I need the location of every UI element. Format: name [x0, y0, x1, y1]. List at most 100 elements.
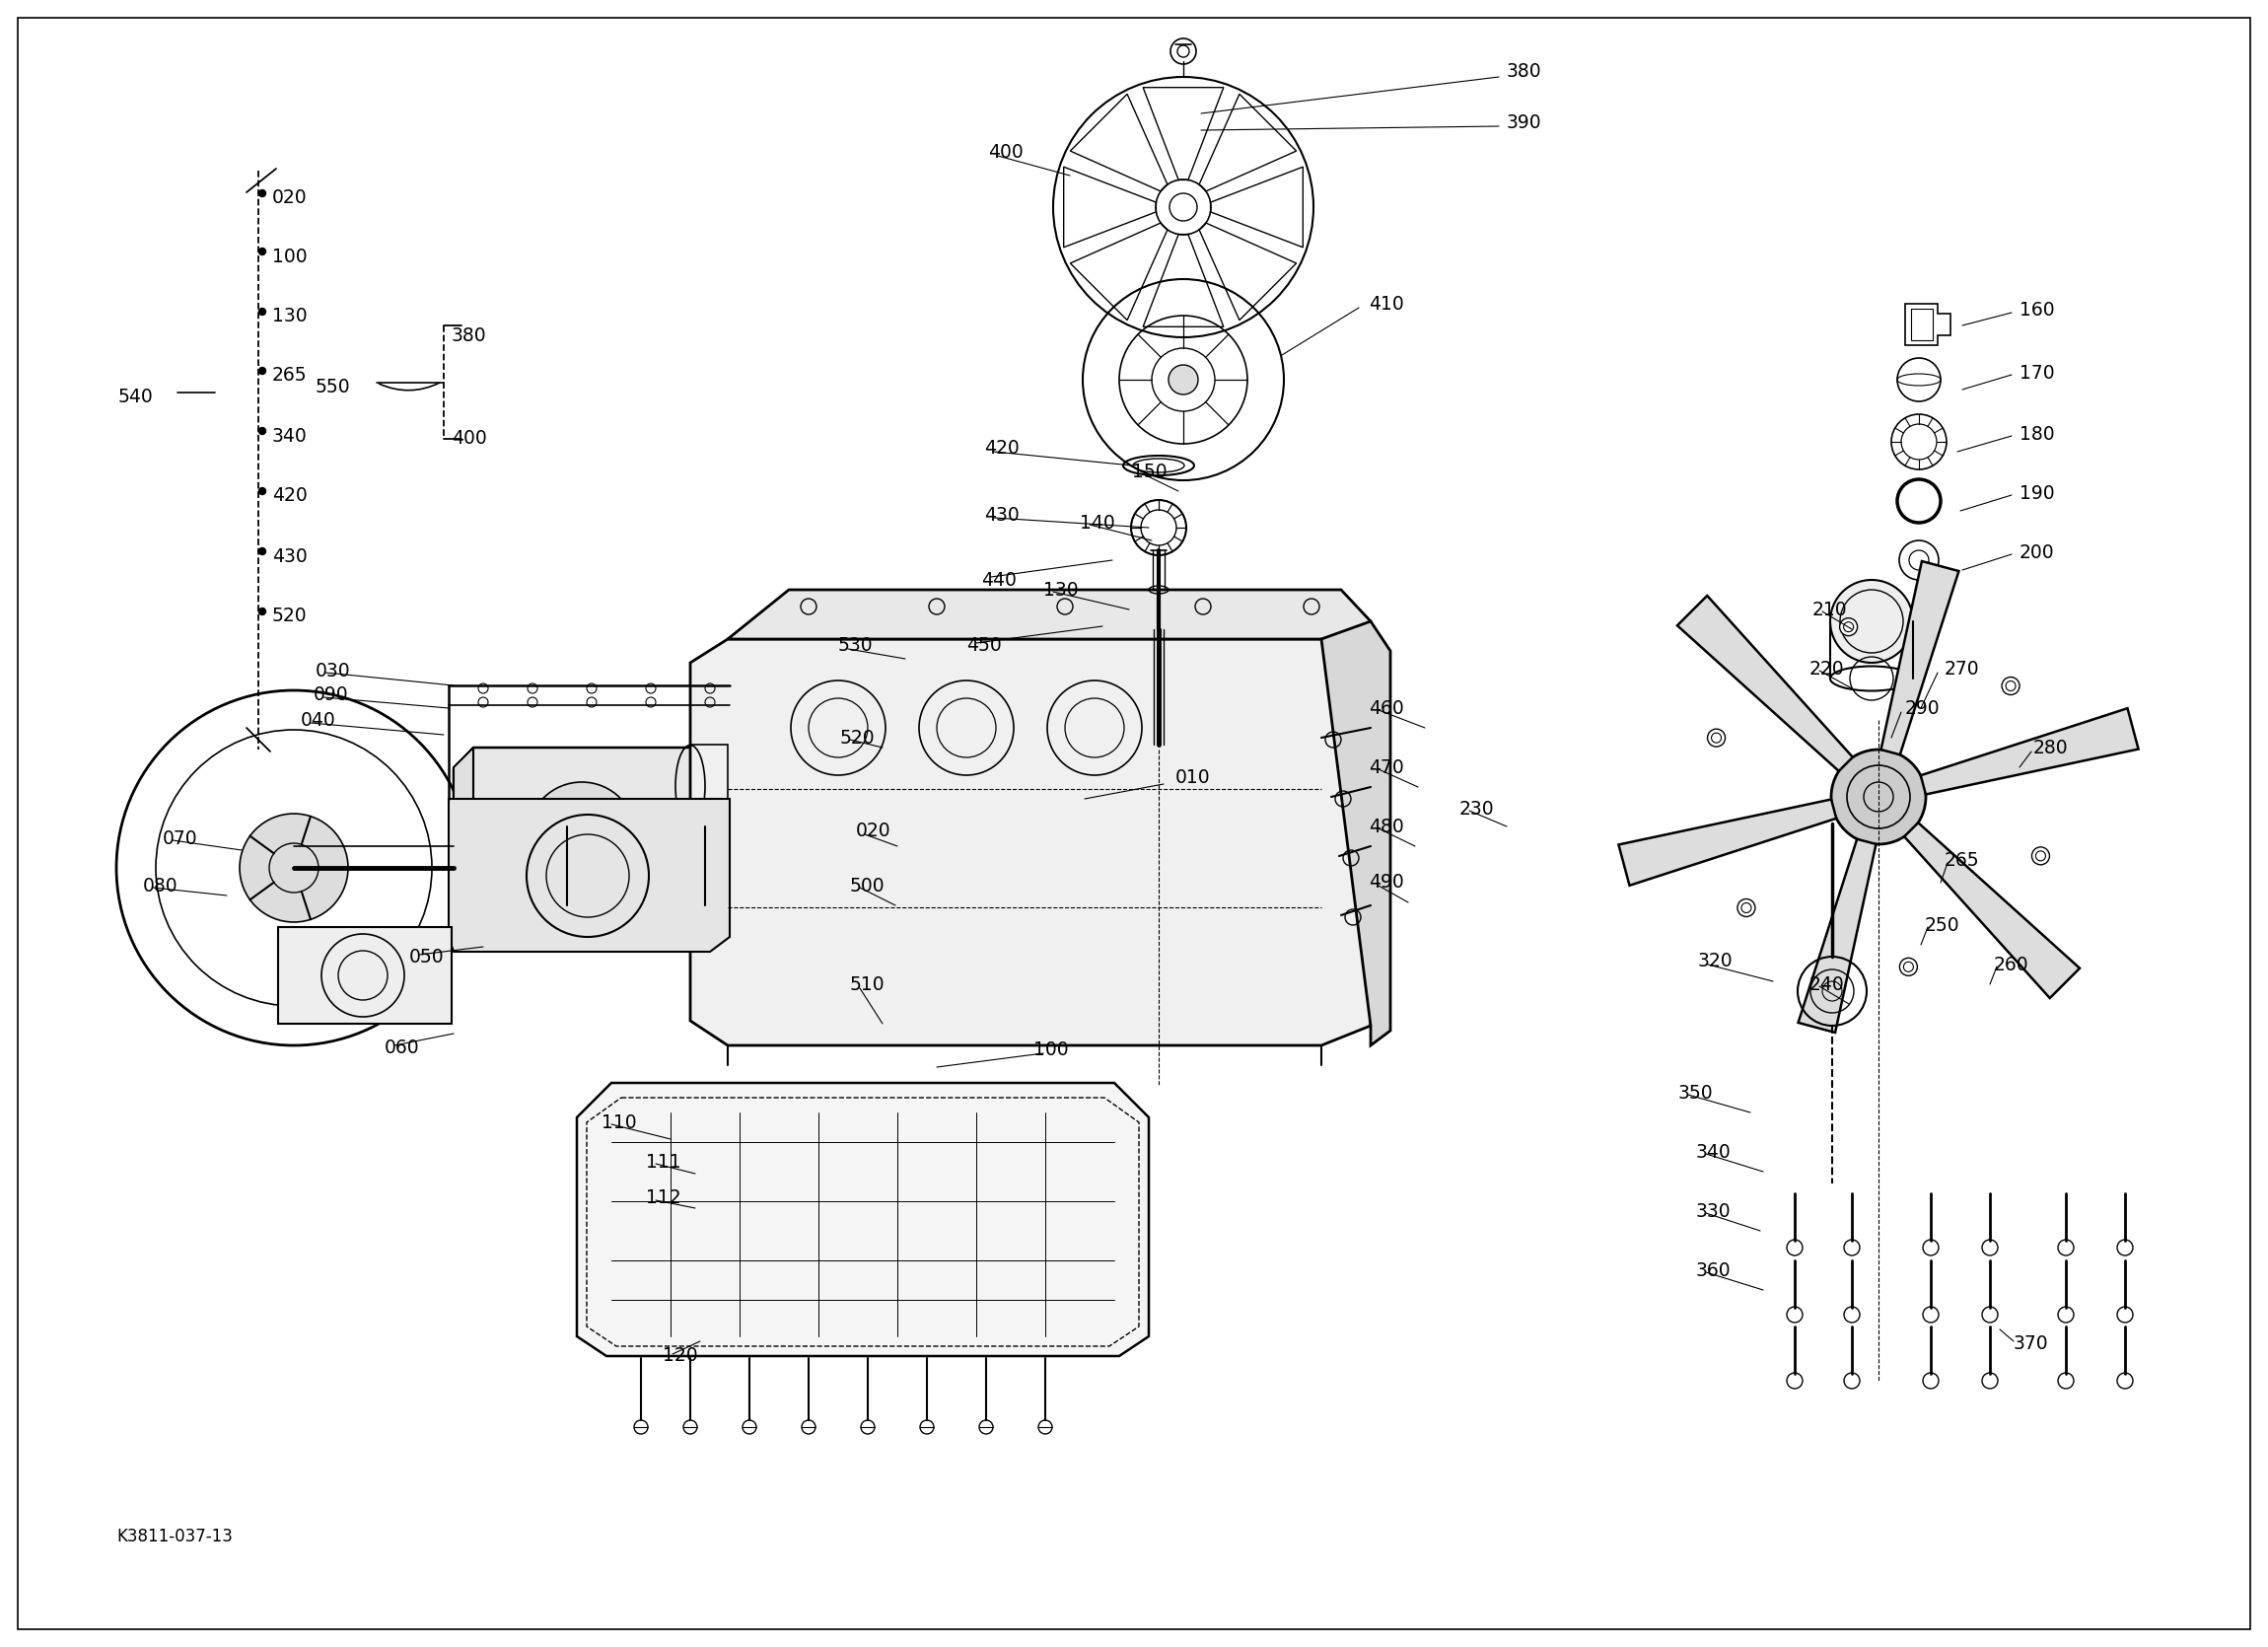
Text: 330: 330 [1696, 1202, 1730, 1220]
Text: 270: 270 [1944, 659, 1980, 679]
Circle shape [259, 488, 265, 494]
Text: 290: 290 [1905, 698, 1939, 718]
Circle shape [2116, 1374, 2132, 1388]
Text: 170: 170 [2019, 364, 2055, 382]
Text: 150: 150 [1132, 463, 1168, 481]
Circle shape [862, 1420, 875, 1435]
Circle shape [1982, 1374, 1998, 1388]
Circle shape [1844, 1306, 1860, 1323]
Text: 130: 130 [272, 308, 306, 326]
Text: 190: 190 [2019, 484, 2055, 502]
Text: 120: 120 [662, 1347, 699, 1365]
Circle shape [1039, 1420, 1052, 1435]
Circle shape [1923, 1374, 1939, 1388]
Text: 320: 320 [1699, 952, 1733, 972]
Text: 100: 100 [1034, 1041, 1068, 1059]
Circle shape [1901, 959, 1916, 975]
Text: 530: 530 [839, 637, 873, 656]
Circle shape [980, 1420, 993, 1435]
Text: 112: 112 [646, 1189, 680, 1207]
Circle shape [2116, 1306, 2132, 1323]
Polygon shape [1619, 799, 1837, 886]
Text: 060: 060 [386, 1038, 420, 1057]
Text: 430: 430 [272, 547, 308, 565]
Text: 250: 250 [1926, 916, 1960, 934]
Circle shape [1923, 1306, 1939, 1323]
Polygon shape [689, 639, 1370, 1046]
Text: 280: 280 [2034, 738, 2068, 758]
Circle shape [1737, 899, 1755, 917]
Text: 020: 020 [855, 822, 891, 840]
Circle shape [1839, 618, 1857, 636]
Text: 040: 040 [302, 710, 336, 730]
Circle shape [635, 1420, 649, 1435]
Circle shape [528, 782, 635, 891]
Polygon shape [279, 927, 451, 1024]
Polygon shape [1880, 562, 1960, 754]
Text: 520: 520 [839, 728, 875, 748]
Text: 340: 340 [1696, 1143, 1730, 1161]
Text: 265: 265 [272, 366, 306, 385]
Circle shape [259, 608, 265, 614]
Circle shape [259, 548, 265, 555]
Circle shape [1982, 1240, 1998, 1255]
Text: 390: 390 [1506, 114, 1542, 133]
Text: 240: 240 [1810, 975, 1844, 993]
Text: 550: 550 [315, 379, 352, 397]
Text: 265: 265 [1944, 850, 1980, 870]
Text: 140: 140 [1080, 514, 1116, 532]
Circle shape [259, 367, 265, 374]
Text: 500: 500 [850, 876, 885, 894]
Circle shape [2116, 1240, 2132, 1255]
Text: 010: 010 [1175, 768, 1211, 787]
Text: 510: 510 [850, 975, 885, 993]
Circle shape [683, 1420, 696, 1435]
Text: 370: 370 [2014, 1334, 2048, 1352]
Circle shape [259, 189, 265, 196]
Polygon shape [1921, 708, 2139, 794]
Circle shape [1787, 1240, 1803, 1255]
Circle shape [259, 428, 265, 435]
Circle shape [2032, 847, 2050, 865]
Circle shape [921, 1420, 934, 1435]
Circle shape [1830, 749, 1926, 845]
Text: 420: 420 [984, 440, 1018, 458]
Circle shape [2003, 677, 2019, 695]
Circle shape [1982, 1306, 1998, 1323]
Polygon shape [576, 1082, 1150, 1355]
Text: 030: 030 [315, 660, 352, 680]
Circle shape [1787, 1306, 1803, 1323]
Circle shape [2057, 1240, 2073, 1255]
Circle shape [259, 249, 265, 255]
Circle shape [742, 1420, 755, 1435]
Text: 200: 200 [2019, 544, 2055, 562]
Text: 490: 490 [1368, 873, 1404, 893]
Text: 350: 350 [1678, 1084, 1712, 1102]
Circle shape [1708, 730, 1726, 746]
Text: 410: 410 [1368, 295, 1404, 313]
Polygon shape [1322, 621, 1390, 1046]
Text: K3811-037-13: K3811-037-13 [116, 1528, 234, 1545]
Text: 050: 050 [408, 947, 445, 967]
Text: 540: 540 [118, 389, 154, 407]
Circle shape [801, 1420, 816, 1435]
Text: 020: 020 [272, 189, 306, 208]
Text: 470: 470 [1368, 758, 1404, 777]
Polygon shape [1799, 838, 1876, 1033]
Text: 130: 130 [1043, 580, 1077, 600]
Circle shape [1787, 1374, 1803, 1388]
Circle shape [1844, 1240, 1860, 1255]
Text: 460: 460 [1368, 698, 1404, 718]
Text: 440: 440 [982, 570, 1016, 590]
Circle shape [1923, 1240, 1939, 1255]
Polygon shape [1678, 596, 1853, 771]
Polygon shape [454, 748, 474, 927]
Circle shape [1844, 1374, 1860, 1388]
Circle shape [1830, 580, 1912, 662]
Text: 380: 380 [451, 326, 488, 344]
Text: 400: 400 [989, 143, 1023, 163]
Text: 080: 080 [143, 876, 179, 894]
Text: 340: 340 [272, 427, 308, 445]
Text: 111: 111 [646, 1153, 680, 1171]
Polygon shape [449, 799, 730, 952]
